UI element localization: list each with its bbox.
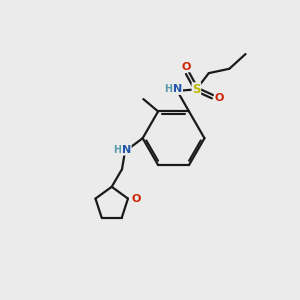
Text: S: S bbox=[192, 83, 201, 96]
Text: N: N bbox=[173, 84, 182, 94]
Text: H: H bbox=[113, 145, 121, 155]
Text: O: O bbox=[131, 194, 141, 204]
Text: O: O bbox=[182, 62, 191, 72]
Text: N: N bbox=[122, 145, 131, 155]
Text: O: O bbox=[214, 93, 224, 103]
Text: H: H bbox=[164, 84, 172, 94]
